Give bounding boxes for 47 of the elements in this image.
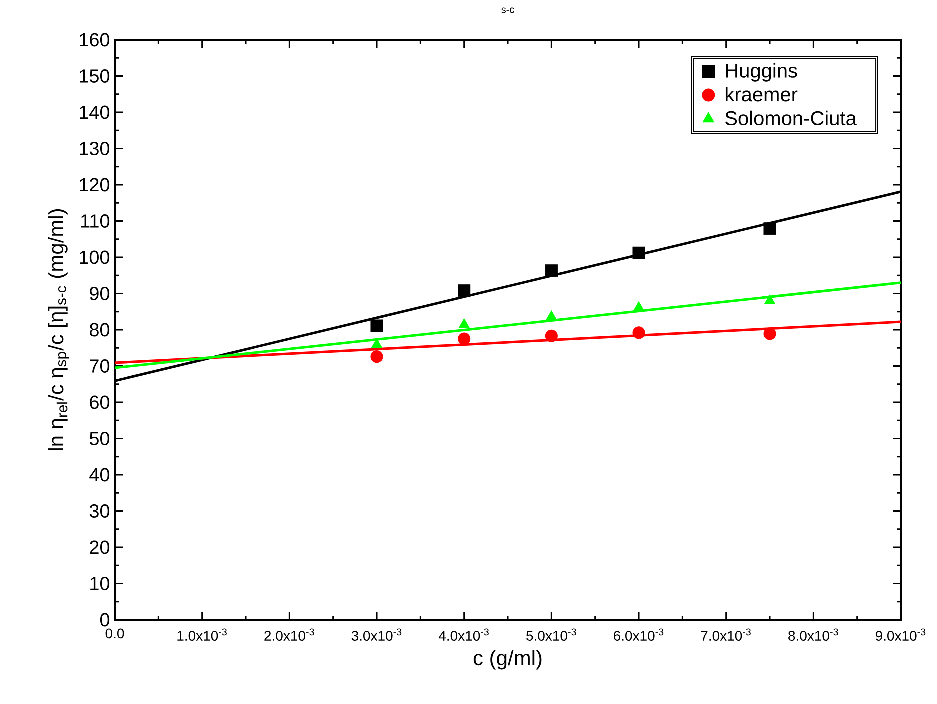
y-tick-label: 50: [90, 432, 110, 446]
x-tick-label: 6.0x10$^{-3}$: [614, 628, 664, 641]
y-tick-label: 110: [81, 214, 110, 228]
x-tick-label: 4.0x10$^{-3}$: [438, 628, 489, 641]
legend-label: kraemer: [726, 87, 798, 102]
y-tick-label: 60: [90, 396, 110, 410]
legend-label: Solomon-Ciuta: [726, 110, 857, 126]
y-tick-label: 160: [80, 33, 110, 47]
y-tick-label: 150: [80, 70, 110, 83]
point: [634, 302, 644, 312]
point: [370, 350, 384, 364]
x-tick-label: 3.0x10$^{-3}$: [352, 628, 402, 641]
y-tick-label: 40: [90, 468, 110, 482]
point: [458, 332, 471, 346]
y-tick-label: 130: [80, 142, 110, 156]
y-tick-label: 20: [90, 540, 110, 554]
x-tick-label: 0.0: [106, 628, 124, 639]
x-tick-label: 9.0x10$^{-3}$: [876, 628, 926, 641]
y-tick-label: 10: [90, 577, 110, 590]
point: [545, 264, 558, 278]
point: [546, 310, 558, 320]
y-tick-label: 70: [90, 360, 110, 373]
point: [458, 284, 471, 298]
point: [632, 246, 646, 260]
x-tick-label: 7.0x10$^{-3}$: [701, 628, 751, 641]
x-tick-label: 5.0x10$^{-3}$: [526, 628, 576, 641]
point: [764, 222, 776, 236]
x-tick-label: 1.0x10$^{-3}$: [178, 628, 227, 641]
point: [370, 320, 384, 332]
x-tick-label: 8.0x10$^{-3}$: [788, 628, 838, 641]
point: [545, 330, 558, 342]
legend-label: Huggins: [726, 63, 798, 82]
y-tick-label: 90: [90, 287, 110, 300]
x-axis-title: c (g/ml): [474, 650, 542, 670]
chart-title: s-c: [502, 8, 514, 14]
y-tick-label: 120: [80, 178, 110, 192]
y-axis-title: ln η$_{rel}$/c η$_{sp}$/c [η]$_{s-c}$ (mg/ml): [48, 209, 70, 450]
y-tick-label: 0: [100, 613, 110, 627]
point: [632, 326, 646, 340]
y-tick-label: 30: [90, 504, 110, 518]
point: [458, 318, 470, 328]
x-tick-label: 2.0x10$^{-3}$: [264, 628, 314, 641]
y-tick-label: 100: [80, 250, 110, 264]
y-tick-label: 140: [80, 106, 110, 120]
point: [764, 328, 776, 340]
y-tick-label: 80: [90, 323, 110, 337]
point: [764, 294, 776, 304]
